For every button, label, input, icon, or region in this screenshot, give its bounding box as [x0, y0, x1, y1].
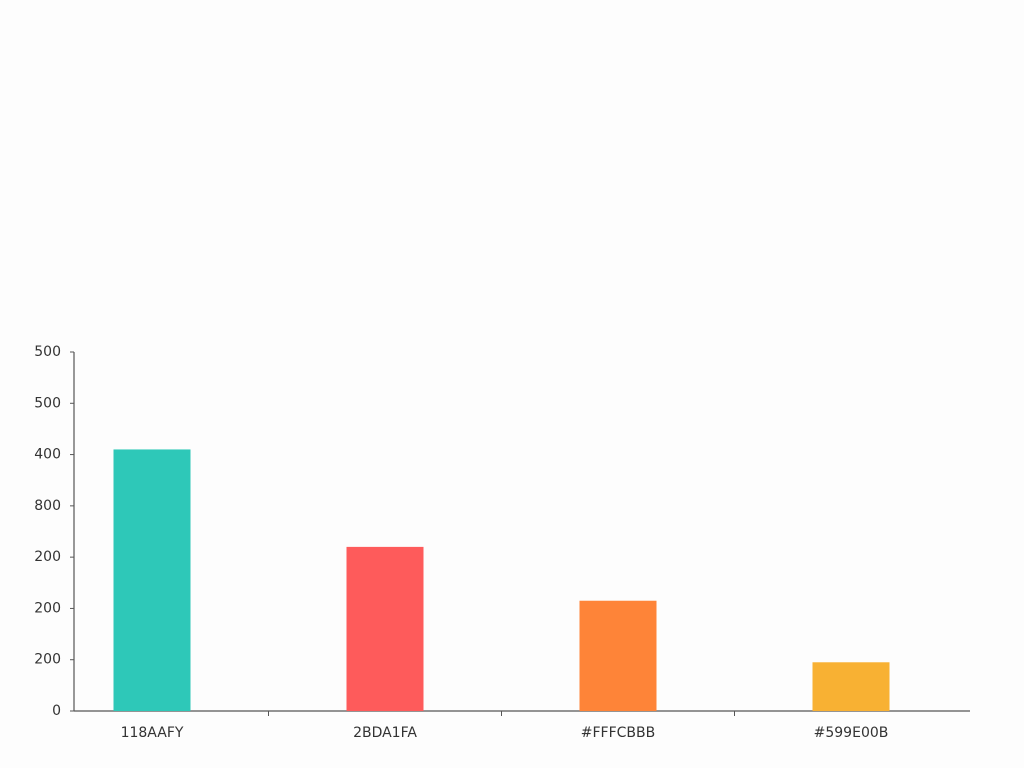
x-tick-label: #FFFCBBB [581, 725, 655, 741]
y-tick-label: 200 [34, 549, 61, 565]
y-tick-label: 800 [34, 498, 61, 514]
x-tick-label: 118AAFY [121, 725, 184, 741]
bar [579, 600, 657, 711]
y-tick-label: 200 [34, 600, 61, 616]
y-tick-label: 200 [34, 652, 61, 668]
bar [812, 662, 890, 711]
y-tick-label: 500 [34, 395, 61, 411]
y-tick-label: 500 [34, 344, 61, 360]
x-tick-label: 2BDA1FA [353, 725, 417, 741]
bar [346, 546, 424, 711]
y-tick-label: 400 [34, 447, 61, 463]
x-tick-label: #599E00B [814, 725, 889, 741]
bar [113, 449, 191, 711]
y-tick-label: 0 [52, 703, 61, 719]
